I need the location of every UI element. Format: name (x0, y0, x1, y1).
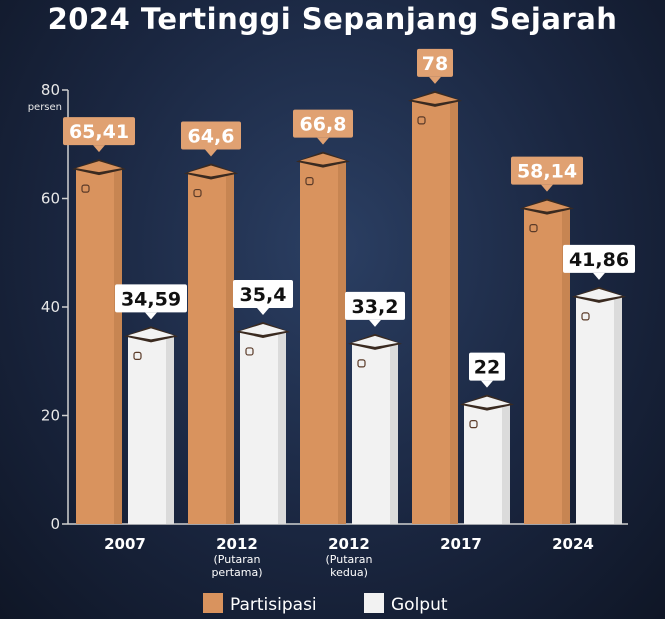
x-tick-label: 2007 (104, 535, 146, 553)
partisipasi-bar-shade (450, 100, 458, 524)
golput-value-pointer (481, 380, 493, 388)
partisipasi-value-box (63, 117, 135, 146)
golput-bar: 41,86 (563, 244, 635, 524)
x-tick-sublabel: (Putaran (214, 553, 261, 566)
partisipasi-bar: 66,8 (293, 109, 353, 525)
golput-bar-shade (390, 343, 398, 524)
x-tick-label: 2012 (216, 535, 258, 553)
x-tick-label: 2012 (328, 535, 370, 553)
partisipasi-bar-mark (305, 177, 314, 186)
golput-bar: 34,59 (115, 284, 187, 524)
golput-value-pointer (257, 307, 269, 315)
golput-value-box (345, 291, 405, 320)
partisipasi-bar-cap-face (524, 200, 570, 212)
partisipasi-bar-shade (226, 173, 234, 525)
legend-swatch-golput (364, 593, 384, 613)
partisipasi-bar: 65,41 (63, 117, 135, 524)
partisipasi-value-label: 78 (422, 53, 448, 75)
golput-bar-mark (133, 351, 142, 360)
y-tick-label: 80 (41, 81, 60, 99)
golput-value-label: 34,59 (121, 288, 181, 310)
golput-bar-cap-face (576, 288, 622, 300)
partisipasi-value-box (511, 156, 583, 185)
partisipasi-value-pointer (93, 145, 105, 153)
golput-value-box (469, 352, 505, 381)
golput-value-box (563, 244, 635, 273)
partisipasi-value-box (181, 121, 241, 150)
partisipasi-bar: 78 (408, 48, 462, 524)
golput-value-label: 22 (474, 357, 500, 379)
golput-bar-cap-face (128, 328, 174, 340)
partisipasi-bar-mark (81, 184, 90, 193)
legend-label-golput: Golput (391, 595, 448, 615)
y-unit-label: persen (28, 102, 62, 113)
x-tick-sublabel: pertama) (211, 566, 262, 579)
legend-label-partisipasi: Partisipasi (230, 595, 317, 615)
partisipasi-bar-mark (417, 116, 426, 125)
golput-bar: 33,2 (345, 291, 405, 524)
partisipasi-bar-cap-face (188, 165, 234, 177)
x-tick-sublabel: kedua) (330, 566, 368, 579)
golput-bar-mark (357, 359, 366, 368)
golput-bar-mark (245, 347, 254, 356)
partisipasi-value-pointer (205, 149, 217, 157)
partisipasi-bar-shade (114, 169, 122, 524)
partisipasi-value-label: 66,8 (300, 114, 347, 136)
golput-bar-shade (614, 296, 622, 524)
partisipasi-bar-shade (562, 208, 570, 524)
golput-value-pointer (369, 319, 381, 327)
partisipasi-value-label: 58,14 (517, 161, 577, 183)
golput-value-pointer (145, 312, 157, 320)
partisipasi-value-pointer (541, 184, 553, 192)
partisipasi-value-label: 64,6 (188, 126, 235, 148)
golput-value-box (233, 279, 293, 308)
golput-value-label: 41,86 (569, 249, 629, 271)
golput-bar-cap-face (240, 323, 286, 335)
golput-bar-cap-face (352, 335, 398, 347)
y-tick-label: 40 (41, 298, 60, 316)
golput-value-label: 33,2 (352, 296, 399, 318)
partisipasi-bar: 58,14 (511, 156, 583, 524)
partisipasi-bar-mark (193, 188, 202, 198)
partisipasi-bar-cap-face (300, 153, 346, 165)
golput-value-box (115, 284, 187, 313)
partisipasi-value-box (417, 48, 453, 77)
golput-bar: 35,4 (233, 279, 293, 524)
partisipasi-bar-cap-face (76, 161, 122, 173)
partisipasi-value-pointer (429, 76, 441, 84)
x-tick-label: 2024 (552, 535, 594, 553)
partisipasi-bar-mark (529, 223, 538, 233)
x-tick-sublabel: (Putaran (326, 553, 373, 566)
y-tick-label: 60 (41, 190, 60, 208)
y-tick-label: 0 (50, 515, 60, 533)
partisipasi-bar-shade (338, 161, 346, 525)
chart-title: 2024 Tertinggi Sepanjang Sejarah (47, 2, 618, 36)
golput-value-label: 35,4 (240, 284, 287, 306)
legend-swatch-partisipasi (203, 593, 223, 613)
golput-bar-cap-face (464, 396, 510, 408)
golput-bar: 22 (460, 352, 514, 524)
partisipasi-value-label: 65,41 (69, 121, 129, 143)
golput-bar-mark (469, 420, 478, 429)
golput-value-pointer (593, 272, 605, 280)
y-tick-label: 20 (41, 407, 60, 425)
partisipasi-bar: 64,6 (181, 121, 241, 525)
partisipasi-value-pointer (317, 137, 329, 145)
partisipasi-value-box (293, 109, 353, 138)
golput-bar-shade (278, 331, 286, 524)
partisipasi-bar-cap-face (412, 92, 458, 104)
golput-bar-shade (166, 336, 174, 524)
legend: Partisipasi Golput (203, 593, 448, 615)
x-tick-label: 2017 (440, 535, 482, 553)
golput-bar-shade (502, 404, 510, 524)
golput-bar-mark (581, 312, 590, 321)
